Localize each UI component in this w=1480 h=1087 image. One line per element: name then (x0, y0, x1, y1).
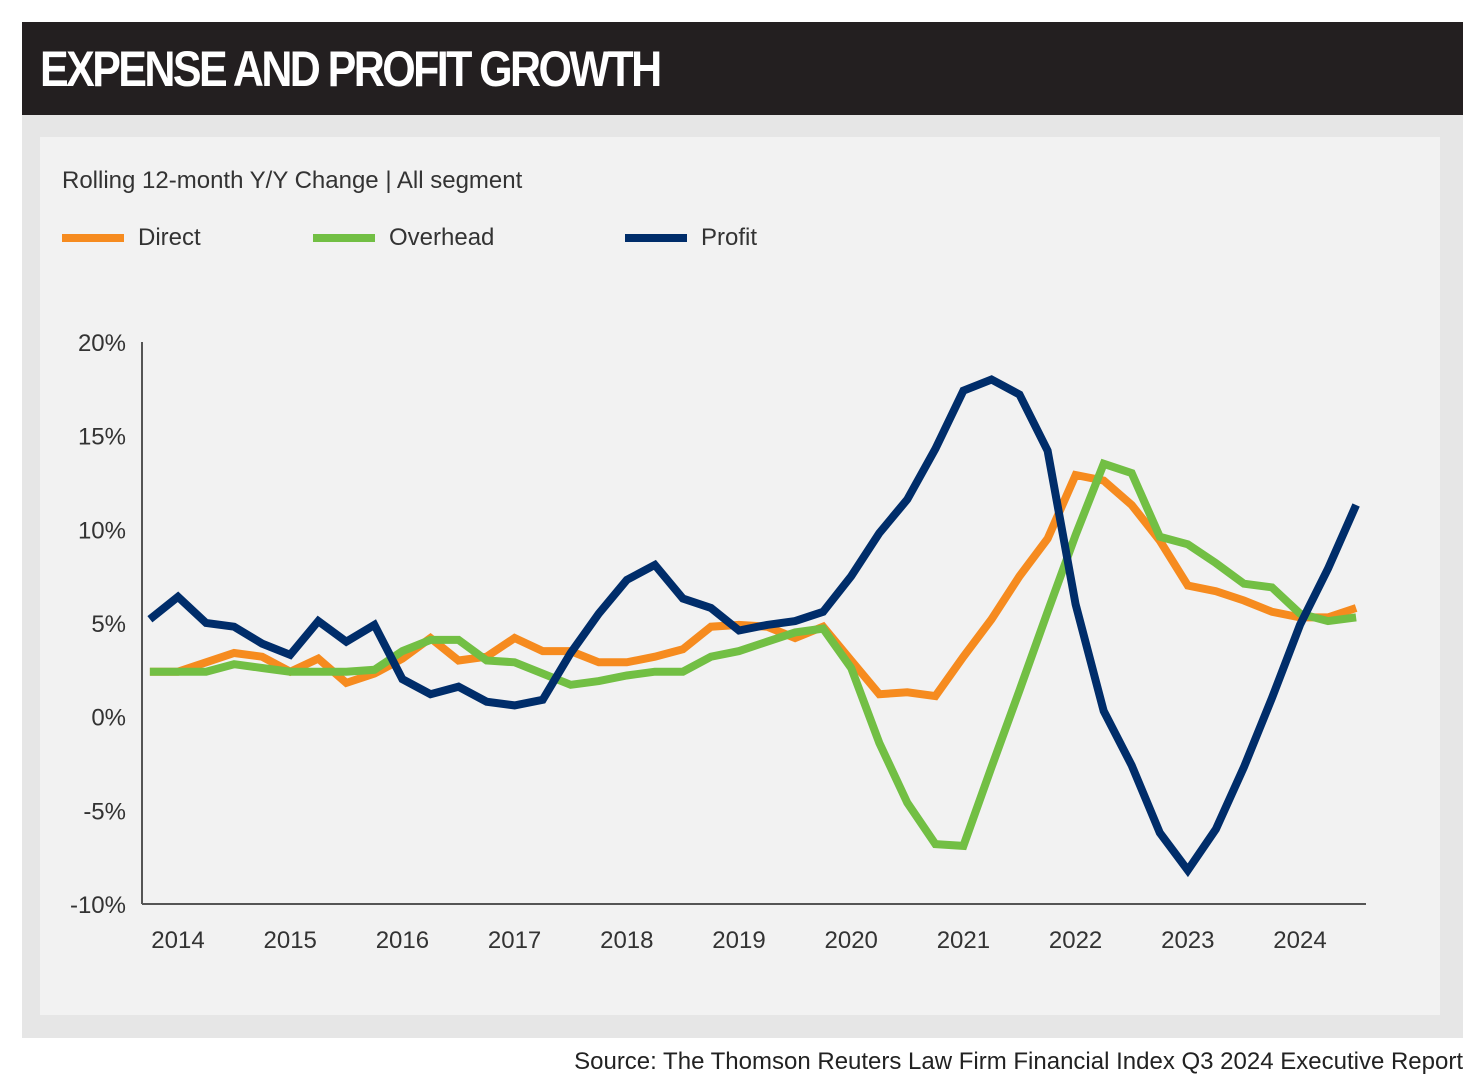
x-tick-label: 2018 (600, 927, 653, 954)
y-tick-label: 0% (91, 705, 126, 732)
series-line-overhead (149, 458, 1357, 851)
y-tick-label: 5% (91, 611, 126, 638)
title-bar: EXPENSE AND PROFIT GROWTH (22, 22, 1463, 115)
legend-label-overhead: Overhead (389, 224, 495, 251)
chart-subtitle: Rolling 12-month Y/Y Change | All segmen… (62, 167, 523, 194)
y-tick-label: 15% (78, 424, 126, 451)
legend-swatch-overhead (313, 234, 375, 242)
x-tick-label: 2021 (937, 927, 990, 954)
series-line-direct (149, 470, 1358, 701)
legend-item-direct: Direct (62, 224, 201, 252)
x-tick-label: 2023 (1161, 927, 1214, 954)
series-line-profit (147, 375, 1360, 878)
chart-panel (40, 137, 1440, 1015)
legend-item-profit: Profit (625, 224, 757, 252)
y-tick-label: 10% (78, 517, 126, 544)
legend-item-overhead: Overhead (313, 224, 494, 252)
x-tick-label: 2022 (1049, 927, 1102, 954)
legend-label-direct: Direct (138, 224, 201, 251)
x-tick-label: 2017 (488, 927, 541, 954)
x-tick-label: 2020 (825, 927, 878, 954)
x-tick-label: 2014 (151, 927, 204, 954)
x-tick-label: 2016 (376, 927, 429, 954)
legend-swatch-profit (625, 234, 687, 242)
source-note: Source: The Thomson Reuters Law Firm Fin… (574, 1048, 1463, 1075)
page-title: EXPENSE AND PROFIT GROWTH (40, 41, 662, 97)
x-tick-label: 2024 (1273, 927, 1326, 954)
x-tick-label: 2015 (264, 927, 317, 954)
x-tick-label: 2019 (712, 927, 765, 954)
y-tick-label: 20% (78, 330, 126, 357)
legend-label-profit: Profit (701, 224, 758, 251)
legend-swatch-direct (62, 234, 124, 242)
y-tick-label: -5% (83, 798, 126, 825)
y-tick-label: -10% (70, 892, 126, 919)
